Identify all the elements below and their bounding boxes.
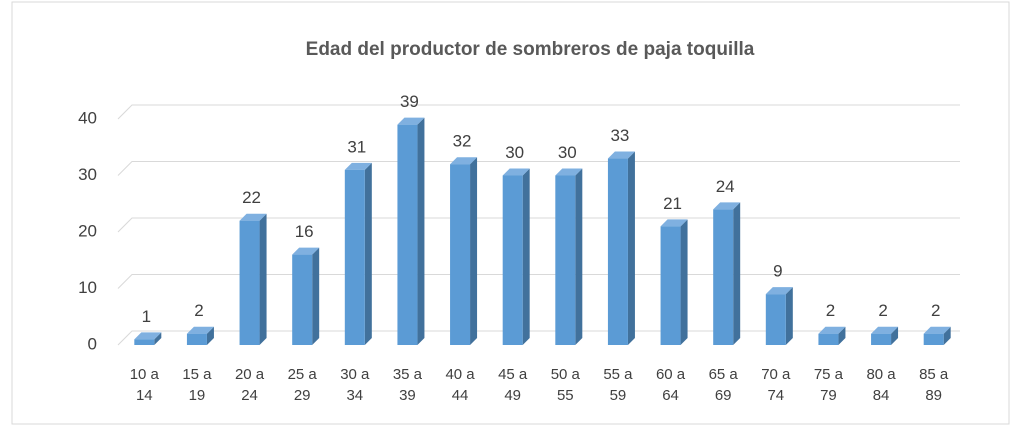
data-label: 30 — [558, 143, 577, 162]
bar-side — [680, 219, 688, 345]
bar-top — [871, 326, 899, 334]
bar-side — [627, 151, 635, 345]
data-label: 1 — [142, 307, 151, 326]
x-tick-label: 70 a 74 — [761, 366, 791, 404]
x-tick-label: 55 a 59 — [603, 366, 633, 404]
y-tick-label: 40 — [78, 108, 97, 127]
x-tick-label: 80 a 84 — [866, 366, 896, 404]
data-label: 9 — [773, 262, 782, 281]
y-tick-label: 30 — [78, 165, 97, 184]
bar-top — [397, 117, 425, 125]
data-label: 2 — [194, 301, 203, 320]
bar-top — [818, 326, 846, 334]
x-tick-label: 45 a 49 — [498, 366, 528, 404]
bar — [765, 294, 786, 345]
bar-side — [364, 162, 372, 345]
bar-top — [344, 162, 372, 170]
bar — [292, 254, 313, 345]
x-tick-label: 40 a 44 — [445, 366, 475, 404]
grid-line — [117, 161, 960, 176]
data-label: 24 — [716, 177, 735, 196]
bar — [871, 333, 892, 345]
bar-side — [417, 117, 425, 346]
data-label: 33 — [610, 126, 629, 145]
bar — [450, 164, 471, 345]
bar-side — [733, 202, 741, 345]
bar-top — [713, 202, 741, 210]
x-tick-label: 35 a 39 — [392, 366, 423, 404]
bar — [134, 339, 155, 345]
bar — [818, 333, 839, 345]
data-label: 2 — [931, 301, 940, 320]
y-tick-label: 10 — [78, 278, 97, 297]
bar — [923, 333, 944, 345]
bar-top — [607, 151, 635, 159]
y-tick-label: 20 — [78, 221, 97, 240]
data-label: 30 — [505, 143, 524, 162]
data-label: 22 — [242, 188, 261, 207]
bar — [186, 333, 207, 345]
x-tick-label: 15 a 19 — [182, 366, 212, 404]
x-tick-label: 20 a 24 — [234, 366, 265, 404]
bar — [660, 226, 681, 345]
bar-top — [292, 247, 320, 255]
bar-side — [470, 157, 478, 345]
bar — [607, 158, 628, 345]
bar — [555, 175, 576, 345]
x-tick-label: 65 a 69 — [708, 366, 738, 404]
data-label: 16 — [295, 222, 314, 241]
grid-line — [117, 217, 960, 233]
bar-side — [206, 326, 214, 345]
bar-top — [239, 213, 267, 221]
x-tick-label: 50 a 55 — [550, 366, 580, 404]
bar-side — [575, 168, 583, 345]
bar-top — [660, 219, 688, 227]
data-label: 32 — [453, 132, 472, 151]
x-tick-label: 75 a 79 — [813, 366, 844, 404]
bar — [713, 209, 734, 345]
x-tick-label: 60 a 64 — [655, 366, 686, 404]
bar-top — [923, 326, 951, 334]
data-label: 2 — [826, 301, 835, 320]
bar-top — [450, 157, 478, 165]
bar-side — [522, 168, 530, 345]
bar-top — [134, 332, 162, 340]
x-tick-label: 25 a 29 — [287, 366, 317, 404]
bar-side — [943, 326, 951, 345]
bar-top — [186, 326, 214, 334]
bar-top — [502, 168, 530, 176]
x-tick-label: 10 a 14 — [129, 366, 159, 404]
x-tick-label: 85 a 89 — [919, 366, 949, 404]
bar-side — [891, 326, 899, 345]
bar — [502, 175, 523, 345]
bar-top — [555, 168, 583, 176]
bar — [239, 220, 260, 345]
bar — [344, 169, 365, 345]
bar — [397, 124, 418, 346]
bar-side — [154, 332, 162, 345]
data-label: 39 — [400, 92, 419, 111]
y-tick-label: 0 — [88, 334, 97, 353]
x-tick-label: 30 a 34 — [340, 366, 370, 404]
grid-line — [117, 104, 960, 120]
data-label: 21 — [663, 194, 682, 213]
bar-side — [259, 213, 267, 345]
chart-title: Edad del productor de sombreros de paja … — [306, 39, 755, 60]
data-label: 31 — [347, 137, 366, 156]
bar-top — [765, 287, 793, 295]
bar-side — [785, 287, 793, 345]
bar-side — [312, 247, 320, 345]
data-label: 2 — [878, 301, 887, 320]
bar-side — [838, 326, 846, 345]
